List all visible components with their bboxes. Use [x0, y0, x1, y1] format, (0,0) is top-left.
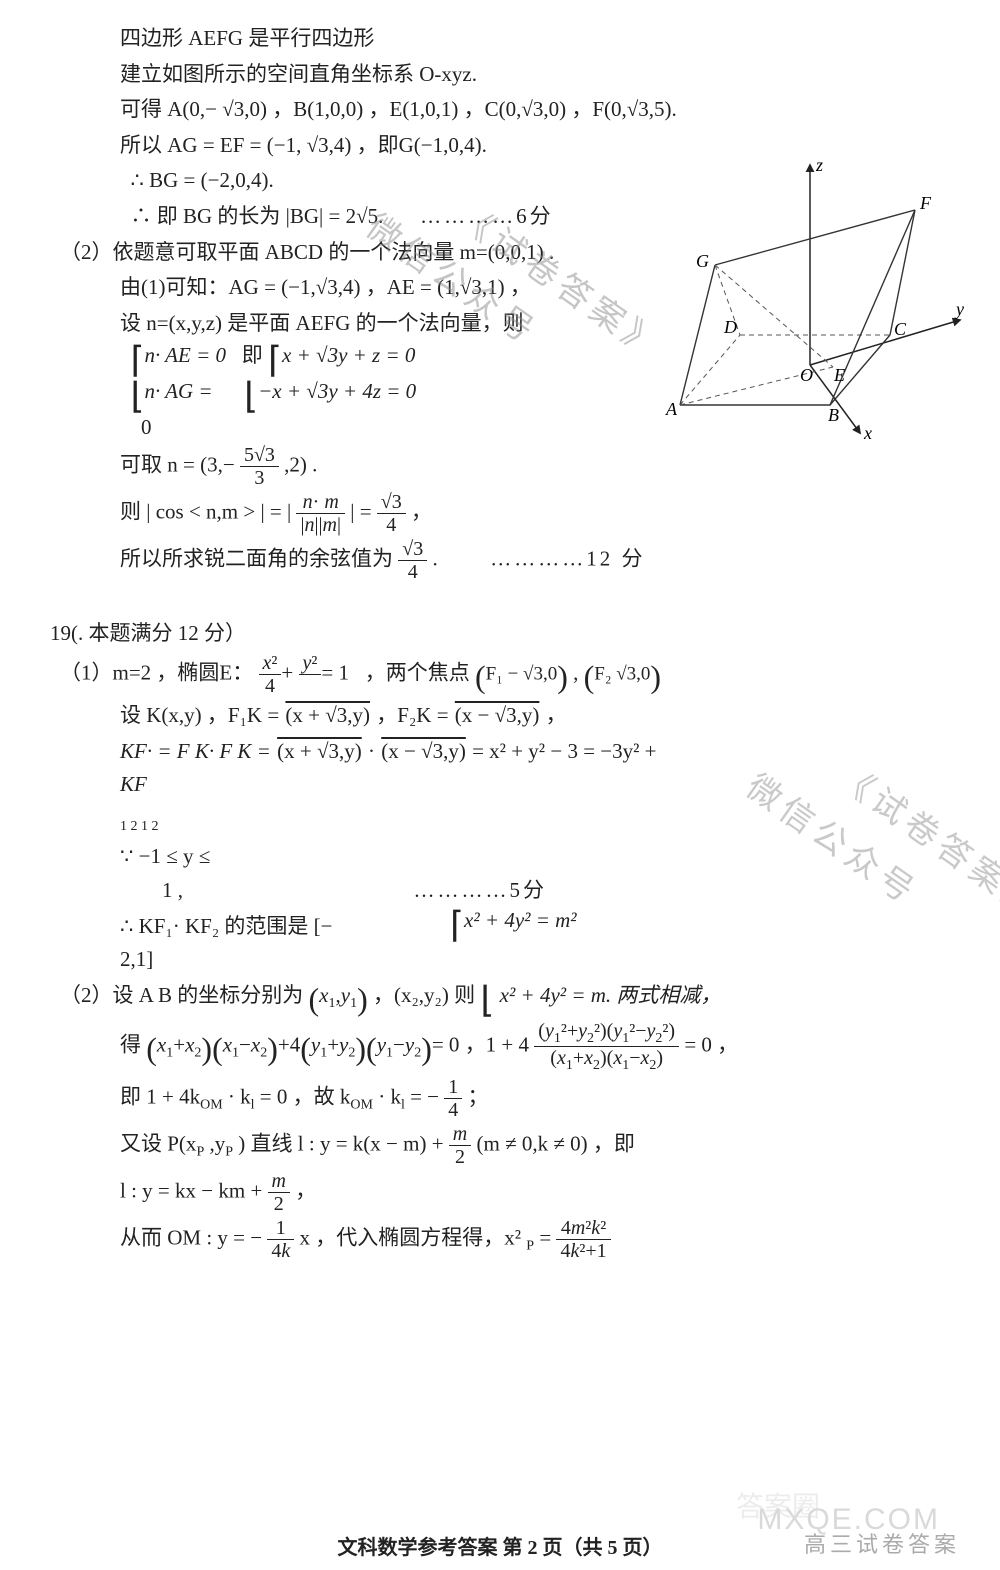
p5: ∴ KF₁· KF₂ 的范围是 [− ⌈x² + 4y² = m² 2,1]	[120, 910, 960, 977]
p8: 即 1 + 4kOM · kl = 0 ，故 kOM · kl = − 14 ；	[120, 1076, 960, 1121]
q19: 19(. 本题满分 12 分）	[50, 617, 960, 651]
page: 四边形 AEFG 是平行四边形 建立如图所示的空间直角坐标系 O-xyz. 可得…	[0, 0, 1000, 1570]
footer: 文科数学参考答案 第 2 页（共 5 页）	[0, 1532, 1000, 1564]
p1: （1）m=2 ，椭圆E： x²4+ y² = 1 ，两个焦点 (F₁ − √3,…	[60, 652, 960, 697]
svg-text:A: A	[665, 399, 678, 419]
line-11: 则 | cos < n,m > | = | n· m|n||m| | = √34…	[120, 491, 960, 536]
svg-text:F: F	[919, 193, 932, 213]
line-10: 可取 n = (3,− 5√33 ,2) .	[120, 444, 960, 489]
svg-text:C: C	[894, 319, 907, 339]
svg-text:B: B	[828, 405, 839, 425]
line-1: 四边形 AEFG 是平行四边形	[120, 22, 960, 56]
line-2: 建立如图所示的空间直角坐标系 O-xyz.	[120, 58, 960, 92]
line-12: 所以所求锐二面角的余弦值为 √34 . …………12 分	[120, 538, 960, 583]
svg-text:D: D	[723, 317, 737, 337]
p6: （2）设 A B 的坐标分别为 (x1,y1) ，(x₂,y₂) 则 ⌊ x² …	[60, 979, 960, 1018]
svg-text:E: E	[833, 365, 845, 385]
svg-text:z: z	[815, 155, 823, 175]
line-3: 可得 A(0,− √3,0) ，B(1,0,0) ，E(1,0,1) ，C(0,…	[120, 93, 960, 127]
p11: 从而 OM : y = − 14k x ，代入椭圆方程得，x² P = 4m²k…	[120, 1217, 960, 1262]
p9: 又设 P(xP ,yP ) 直线 l : y = k(x − m) + m2 (…	[120, 1123, 960, 1168]
p7: 得 (x1+x2)(x1−x2)+4(y1+y2)(y1−y2)= 0 ，1 +…	[120, 1020, 960, 1074]
p10: l : y = kx − km + m2 ，	[120, 1170, 960, 1215]
svg-text:G: G	[696, 251, 709, 271]
svg-text:y: y	[954, 299, 964, 319]
svg-text:O: O	[800, 365, 813, 385]
p4: ∵ −1 ≤ y ≤ 1 , …………5分	[120, 840, 960, 907]
svg-text:x: x	[863, 423, 872, 443]
p2: 设 K(x,y) ，F₁K = (x + √3,y) ，F₂K = (x − √…	[120, 699, 960, 733]
figure-3d: z y x A B C D E F G O	[660, 155, 970, 445]
p3: KF· = F K· F K = (x + √3,y) · (x − √3,y)…	[120, 735, 960, 839]
